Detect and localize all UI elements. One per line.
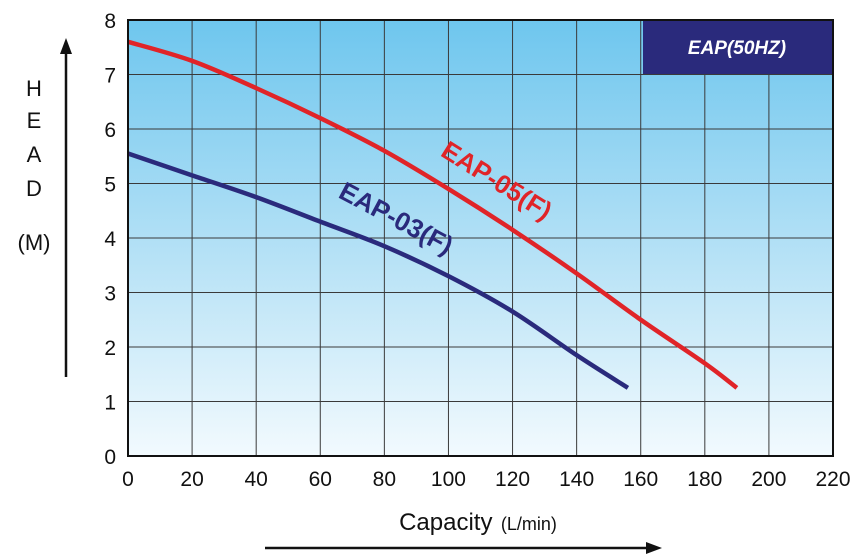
- y-tick-label: 0: [104, 446, 116, 469]
- y-tick-label: 4: [104, 228, 116, 251]
- x-tick-label: 60: [309, 468, 332, 491]
- x-axis-label-text: Capacity: [399, 509, 492, 536]
- x-tick-label: 180: [687, 468, 722, 491]
- y-axis-label: H E A D (M): [18, 76, 51, 255]
- series-lines: [127, 39, 739, 390]
- y-tick-label: 5: [104, 174, 116, 197]
- y-tick-label: 6: [104, 119, 116, 142]
- series-line-eap-03: [127, 151, 630, 390]
- x-tick-label: 220: [815, 468, 850, 491]
- y-tick-label: 1: [104, 392, 116, 415]
- y-axis-arrow: [60, 38, 72, 377]
- badge-box: [643, 21, 832, 74]
- x-tick-label: 140: [559, 468, 594, 491]
- x-tick-label: 80: [373, 468, 396, 491]
- y-axis-unit: (M): [18, 230, 51, 255]
- model-badge: EAP(50HZ): [643, 21, 832, 74]
- y-tick-label: 3: [104, 283, 116, 306]
- x-axis-unit: (L/min): [501, 514, 557, 534]
- y-axis-label-letter: D: [26, 176, 42, 201]
- x-tick-label: 160: [623, 468, 658, 491]
- x-tick-label: 120: [495, 468, 530, 491]
- grid: [127, 19, 834, 457]
- x-tick-label: 100: [431, 468, 466, 491]
- series-line-eap-05: [127, 39, 739, 390]
- y-tick-labels: 0 1 2 3 4 5 6 7 8: [104, 10, 116, 469]
- y-tick-label: 8: [104, 10, 116, 33]
- x-axis-arrow: [265, 542, 662, 554]
- x-tick-label: 20: [180, 468, 203, 491]
- y-axis-label-letter: H: [26, 76, 42, 101]
- x-tick-labels: 0 20 40 60 80 100 120 140 160 180 200 220: [122, 468, 850, 491]
- y-axis-label-letter: A: [27, 142, 42, 167]
- x-tick-label: 40: [245, 468, 268, 491]
- y-tick-label: 2: [104, 337, 116, 360]
- x-tick-label: 0: [122, 468, 134, 491]
- x-axis-label: Capacity (L/min): [399, 509, 557, 536]
- x-tick-label: 200: [751, 468, 786, 491]
- badge-label: EAP(50HZ): [688, 38, 786, 59]
- plot-frame: [127, 19, 834, 457]
- y-axis-label-letter: E: [27, 108, 42, 133]
- y-tick-label: 7: [104, 65, 116, 88]
